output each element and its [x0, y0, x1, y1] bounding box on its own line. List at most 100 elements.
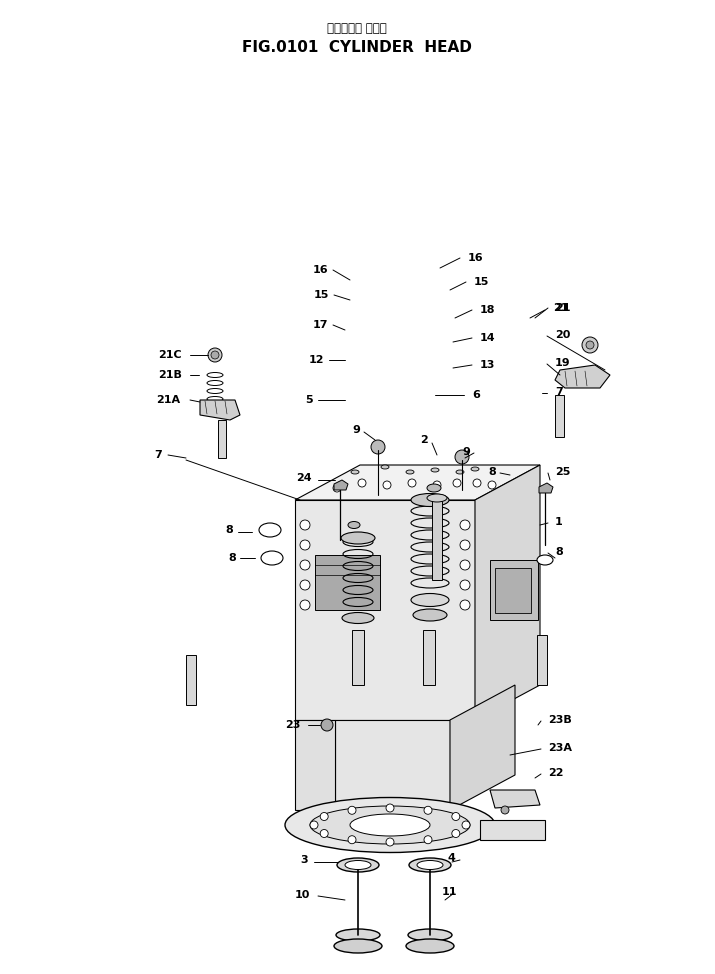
Ellipse shape: [350, 814, 430, 836]
Text: 8: 8: [225, 525, 233, 535]
Ellipse shape: [409, 858, 451, 872]
Ellipse shape: [334, 939, 382, 953]
Ellipse shape: [427, 484, 441, 492]
Text: 23A: 23A: [548, 743, 572, 753]
Ellipse shape: [351, 470, 359, 474]
Circle shape: [320, 812, 328, 820]
Text: 1: 1: [555, 517, 563, 527]
Text: 15: 15: [314, 290, 330, 300]
Circle shape: [348, 806, 356, 814]
Circle shape: [455, 450, 469, 464]
Circle shape: [424, 836, 432, 843]
Circle shape: [386, 838, 394, 846]
Text: 8: 8: [488, 467, 495, 477]
Circle shape: [586, 341, 594, 349]
Ellipse shape: [345, 860, 371, 870]
Circle shape: [452, 812, 460, 820]
Polygon shape: [335, 720, 450, 810]
Ellipse shape: [537, 555, 553, 565]
Text: FIG.0101  CYLINDER  HEAD: FIG.0101 CYLINDER HEAD: [242, 41, 472, 56]
Text: 23: 23: [285, 720, 300, 730]
Circle shape: [320, 830, 328, 838]
Circle shape: [300, 560, 310, 570]
Text: 8: 8: [228, 553, 236, 563]
Bar: [432, 500, 442, 580]
Ellipse shape: [259, 523, 281, 537]
Ellipse shape: [406, 939, 454, 953]
Bar: [218, 420, 226, 458]
Text: 16: 16: [468, 253, 483, 263]
Circle shape: [453, 479, 461, 487]
Polygon shape: [450, 685, 515, 810]
Circle shape: [383, 481, 391, 489]
Text: 7: 7: [555, 387, 563, 397]
Circle shape: [300, 600, 310, 610]
Circle shape: [371, 440, 385, 454]
Ellipse shape: [342, 613, 374, 623]
Text: 12: 12: [309, 355, 325, 365]
Circle shape: [211, 351, 219, 359]
Polygon shape: [480, 820, 545, 840]
Circle shape: [460, 520, 470, 530]
Text: 17: 17: [313, 320, 328, 330]
Circle shape: [452, 830, 460, 838]
Polygon shape: [555, 365, 610, 388]
Bar: [555, 395, 564, 437]
Bar: [537, 635, 547, 685]
Text: 24: 24: [296, 473, 312, 483]
Polygon shape: [334, 480, 348, 490]
Circle shape: [460, 600, 470, 610]
Circle shape: [488, 481, 496, 489]
Ellipse shape: [381, 465, 389, 469]
Bar: [495, 568, 531, 613]
Text: 16: 16: [313, 265, 329, 275]
Circle shape: [208, 348, 222, 362]
Circle shape: [433, 481, 441, 489]
Circle shape: [333, 484, 341, 492]
Polygon shape: [295, 720, 335, 810]
Circle shape: [460, 540, 470, 550]
Ellipse shape: [411, 494, 449, 506]
Text: 21B: 21B: [158, 370, 182, 380]
Circle shape: [460, 560, 470, 570]
Text: 11: 11: [442, 887, 458, 897]
Polygon shape: [539, 483, 553, 493]
Ellipse shape: [261, 551, 283, 565]
Polygon shape: [295, 465, 540, 500]
Ellipse shape: [471, 467, 479, 471]
Circle shape: [501, 806, 509, 814]
Bar: [186, 655, 196, 705]
Text: 4: 4: [448, 853, 456, 863]
Text: 20: 20: [555, 330, 571, 340]
Text: 5: 5: [305, 395, 312, 405]
Circle shape: [358, 479, 366, 487]
Ellipse shape: [310, 806, 470, 844]
Text: 10: 10: [295, 890, 310, 900]
Ellipse shape: [456, 470, 464, 474]
Text: 19: 19: [555, 358, 571, 368]
Bar: [315, 555, 380, 610]
Text: 21: 21: [555, 303, 571, 313]
Circle shape: [348, 836, 356, 843]
Circle shape: [300, 540, 310, 550]
Polygon shape: [490, 790, 540, 808]
Text: 13: 13: [480, 360, 495, 370]
Ellipse shape: [341, 532, 375, 544]
Text: 15: 15: [474, 277, 489, 287]
Text: 9: 9: [462, 447, 470, 457]
Ellipse shape: [411, 593, 449, 607]
Polygon shape: [295, 500, 475, 720]
Text: 7: 7: [154, 450, 162, 460]
Ellipse shape: [417, 860, 443, 870]
Ellipse shape: [337, 858, 379, 872]
Circle shape: [424, 806, 432, 814]
Text: 6: 6: [472, 390, 480, 400]
Text: 25: 25: [555, 467, 571, 477]
Text: 23B: 23B: [548, 715, 572, 725]
Text: シリンダ・ ヘッド: シリンダ・ ヘッド: [327, 21, 387, 34]
Circle shape: [462, 821, 470, 829]
Polygon shape: [475, 465, 540, 720]
Text: 3: 3: [300, 855, 307, 865]
Ellipse shape: [336, 929, 380, 941]
Bar: [352, 630, 364, 685]
